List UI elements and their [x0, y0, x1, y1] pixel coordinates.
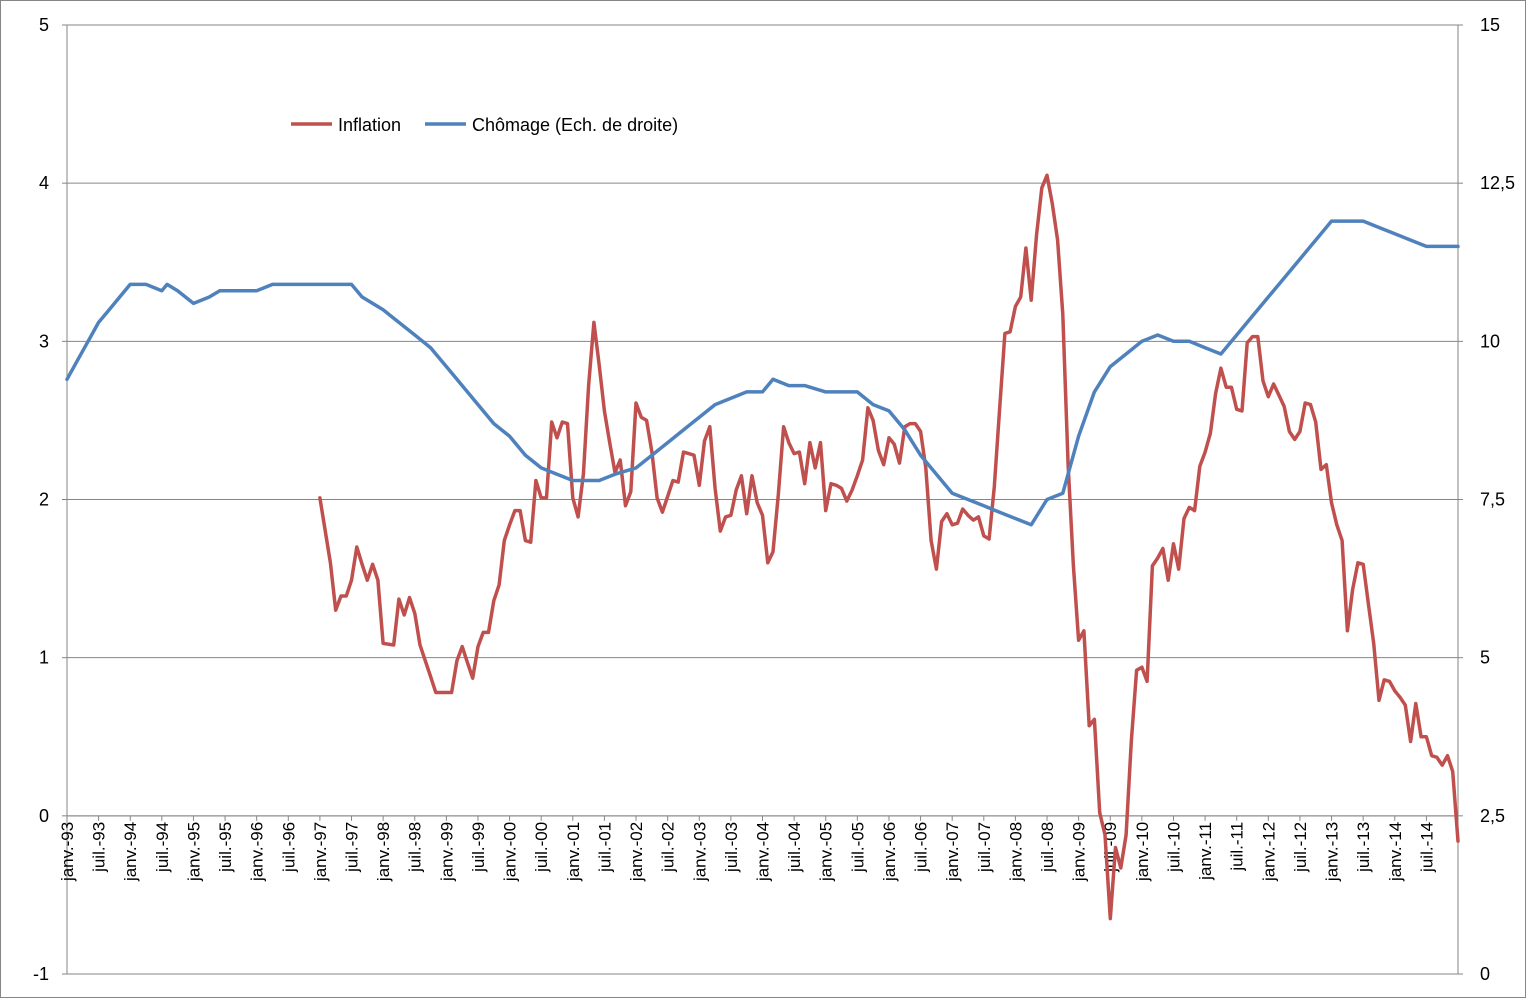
x-tick-label: janv.-00	[501, 822, 520, 882]
x-tick-label: janv.-02	[627, 822, 646, 882]
left-tick-label: 1	[39, 648, 49, 668]
left-y-axis-ticks: -1 0 1 2 3 4 5	[33, 15, 67, 984]
left-tick-label: -1	[33, 964, 49, 984]
x-tick-label: janv.-94	[121, 822, 140, 882]
x-tick-label: janv.-95	[184, 822, 203, 882]
legend-label-inflation: Inflation	[338, 115, 401, 135]
left-tick-label: 4	[39, 173, 49, 193]
x-tick-label: janv.-98	[374, 822, 393, 882]
x-tick-label: juil.-00	[532, 822, 551, 873]
right-tick-label: 5	[1480, 648, 1490, 668]
x-tick-label: juil.-10	[1164, 822, 1183, 873]
x-tick-label: janv.-12	[1259, 822, 1278, 882]
right-tick-label: 2,5	[1480, 806, 1505, 826]
x-tick-label: janv.-01	[564, 822, 583, 882]
x-tick-label: juil.-99	[469, 822, 488, 873]
x-tick-label: juil.-14	[1417, 822, 1436, 873]
x-tick-label: juil.-04	[785, 822, 804, 873]
legend: Inflation Chômage (Ech. de droite)	[291, 115, 678, 135]
right-tick-label: 12,5	[1480, 173, 1515, 193]
x-tick-label: juil.-98	[406, 822, 425, 873]
x-tick-label: juil.-97	[343, 822, 362, 873]
x-tick-label: janv.-04	[754, 822, 773, 882]
x-axis-ticks: janv.-93 juil.-93 janv.-94 juil.-94 janv.-95…	[58, 815, 1436, 882]
x-tick-label: juil.-95	[216, 822, 235, 873]
right-tick-label: 10	[1480, 331, 1500, 351]
x-tick-label: juil.-13	[1354, 822, 1373, 873]
x-tick-label: janv.-05	[817, 822, 836, 882]
right-tick-label: 15	[1480, 15, 1500, 35]
right-y-axis-ticks: 0 2,5 5 7,5 10 12,5 15	[1458, 15, 1515, 984]
x-tick-label: juil.-07	[975, 822, 994, 873]
x-tick-label: janv.-11	[1196, 822, 1215, 881]
gridlines	[66, 24, 1459, 975]
x-tick-label: juil.-94	[153, 822, 172, 873]
right-tick-label: 7,5	[1480, 490, 1505, 510]
x-tick-label: juil.-05	[848, 822, 867, 873]
series-line-inflation	[318, 173, 1460, 921]
right-tick-label: 0	[1480, 964, 1490, 984]
x-tick-label: juil.-93	[90, 822, 109, 873]
x-tick-label: janv.-08	[1006, 822, 1025, 882]
left-tick-label: 5	[39, 15, 49, 35]
x-tick-label: juil.-08	[1038, 822, 1057, 873]
x-tick-label: janv.-06	[880, 822, 899, 882]
x-tick-label: janv.-09	[1070, 822, 1089, 882]
x-tick-label: juil.-02	[659, 822, 678, 873]
x-tick-label: janv.-07	[943, 822, 962, 882]
x-tick-label: juil.-01	[595, 822, 614, 873]
x-tick-label: janv.-96	[248, 822, 267, 882]
x-tick-label: janv.-13	[1323, 822, 1342, 882]
x-tick-label: juil.-03	[722, 822, 741, 873]
left-tick-label: 2	[39, 490, 49, 510]
x-tick-label: juil.-11	[1228, 822, 1247, 872]
series-line-chomage	[65, 219, 1460, 527]
x-tick-label: janv.-99	[437, 822, 456, 882]
x-tick-label: juil.-12	[1291, 822, 1310, 873]
series-lines	[65, 173, 1460, 921]
x-tick-label: janv.-93	[58, 822, 77, 882]
x-tick-label: janv.-97	[311, 822, 330, 882]
x-tick-label: janv.-03	[690, 822, 709, 882]
x-tick-label: juil.-06	[912, 822, 931, 873]
x-tick-label: janv.-14	[1386, 822, 1405, 882]
left-tick-label: 0	[39, 806, 49, 826]
legend-label-chomage: Chômage (Ech. de droite)	[472, 115, 678, 135]
x-tick-label: janv.-10	[1133, 822, 1152, 882]
x-tick-label: juil.-96	[279, 822, 298, 873]
left-tick-label: 3	[39, 331, 49, 351]
